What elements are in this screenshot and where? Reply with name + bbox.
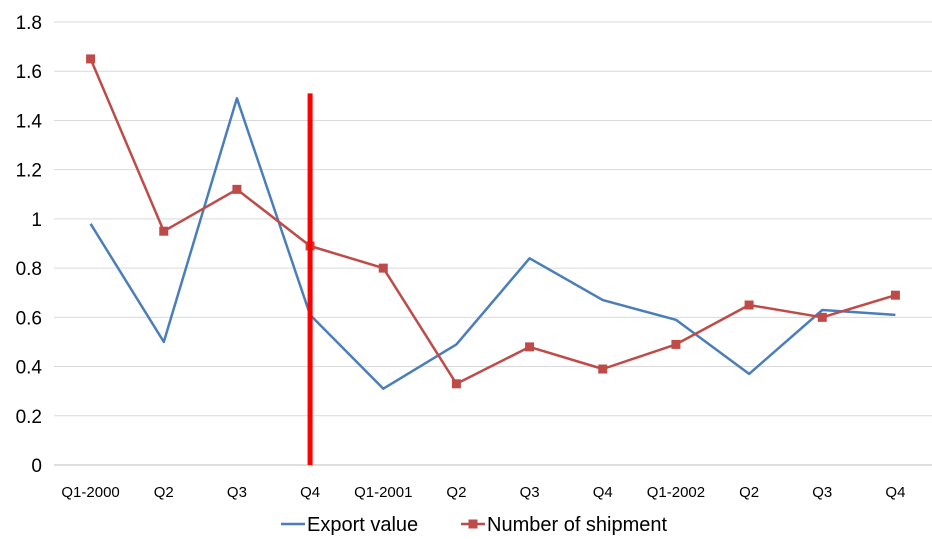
- x-tick-label: Q3: [227, 484, 247, 501]
- x-tick-label: Q1-2000: [61, 484, 119, 501]
- series-0: [89, 97, 896, 390]
- data-point-marker: [378, 263, 388, 273]
- x-tick-label: Q4: [300, 484, 320, 501]
- series-1: [86, 54, 900, 389]
- y-tick-label: 0.2: [16, 407, 42, 428]
- x-tick-label: Q1-2002: [647, 484, 705, 501]
- data-point-marker: [451, 379, 461, 389]
- y-tick-label: 0.4: [16, 358, 43, 379]
- x-tick-label: Q2: [739, 484, 759, 501]
- x-tick-label: Q2: [446, 484, 466, 501]
- data-point-marker: [525, 342, 535, 352]
- legend: Export value Number of shipment: [281, 514, 668, 536]
- x-tick-label: Q2: [154, 484, 174, 501]
- data-point-marker: [817, 312, 827, 322]
- y-tick-label: 1.8: [16, 13, 42, 34]
- y-tick-label: 0.8: [16, 259, 42, 280]
- series-layer: [86, 54, 900, 390]
- data-point-marker: [598, 364, 608, 374]
- y-tick-label: 1: [31, 210, 42, 231]
- x-tick-label: Q1-2001: [354, 484, 412, 501]
- x-axis-tick-labels: Q1-2000 Q2 Q3 Q4 Q1-2001 Q2 Q3 Q4 Q1-2002 Q2 Q3 Q4: [61, 484, 905, 501]
- legend-label: Number of shipment: [487, 514, 668, 536]
- data-point-marker: [671, 339, 681, 349]
- y-tick-label: 0.6: [16, 308, 42, 329]
- legend-entry: Number of shipment: [461, 514, 668, 536]
- legend-label: Export value: [307, 514, 418, 536]
- x-tick-label: Q3: [812, 484, 832, 501]
- gridlines: [54, 21, 932, 466]
- x-tick-label: Q4: [593, 484, 613, 501]
- y-tick-label: 1.6: [16, 62, 42, 83]
- data-point-marker: [159, 226, 169, 236]
- y-tick-label: 1.4: [16, 111, 43, 132]
- series-line: [89, 97, 896, 390]
- y-tick-label: 0: [31, 456, 42, 477]
- x-tick-label: Q4: [885, 484, 905, 501]
- data-point-marker: [890, 290, 900, 300]
- data-point-marker: [744, 300, 754, 310]
- data-point-marker: [232, 184, 242, 194]
- series-line: [89, 58, 896, 386]
- y-axis-tick-labels: 0 0.2 0.4 0.6 0.8 1 1.2 1.4 1.6 1.8: [16, 13, 43, 477]
- data-point-marker: [86, 54, 96, 64]
- y-tick-label: 1.2: [16, 161, 42, 182]
- x-tick-label: Q3: [520, 484, 540, 501]
- legend-entry: Export value: [281, 514, 418, 536]
- legend-marker: [468, 519, 478, 529]
